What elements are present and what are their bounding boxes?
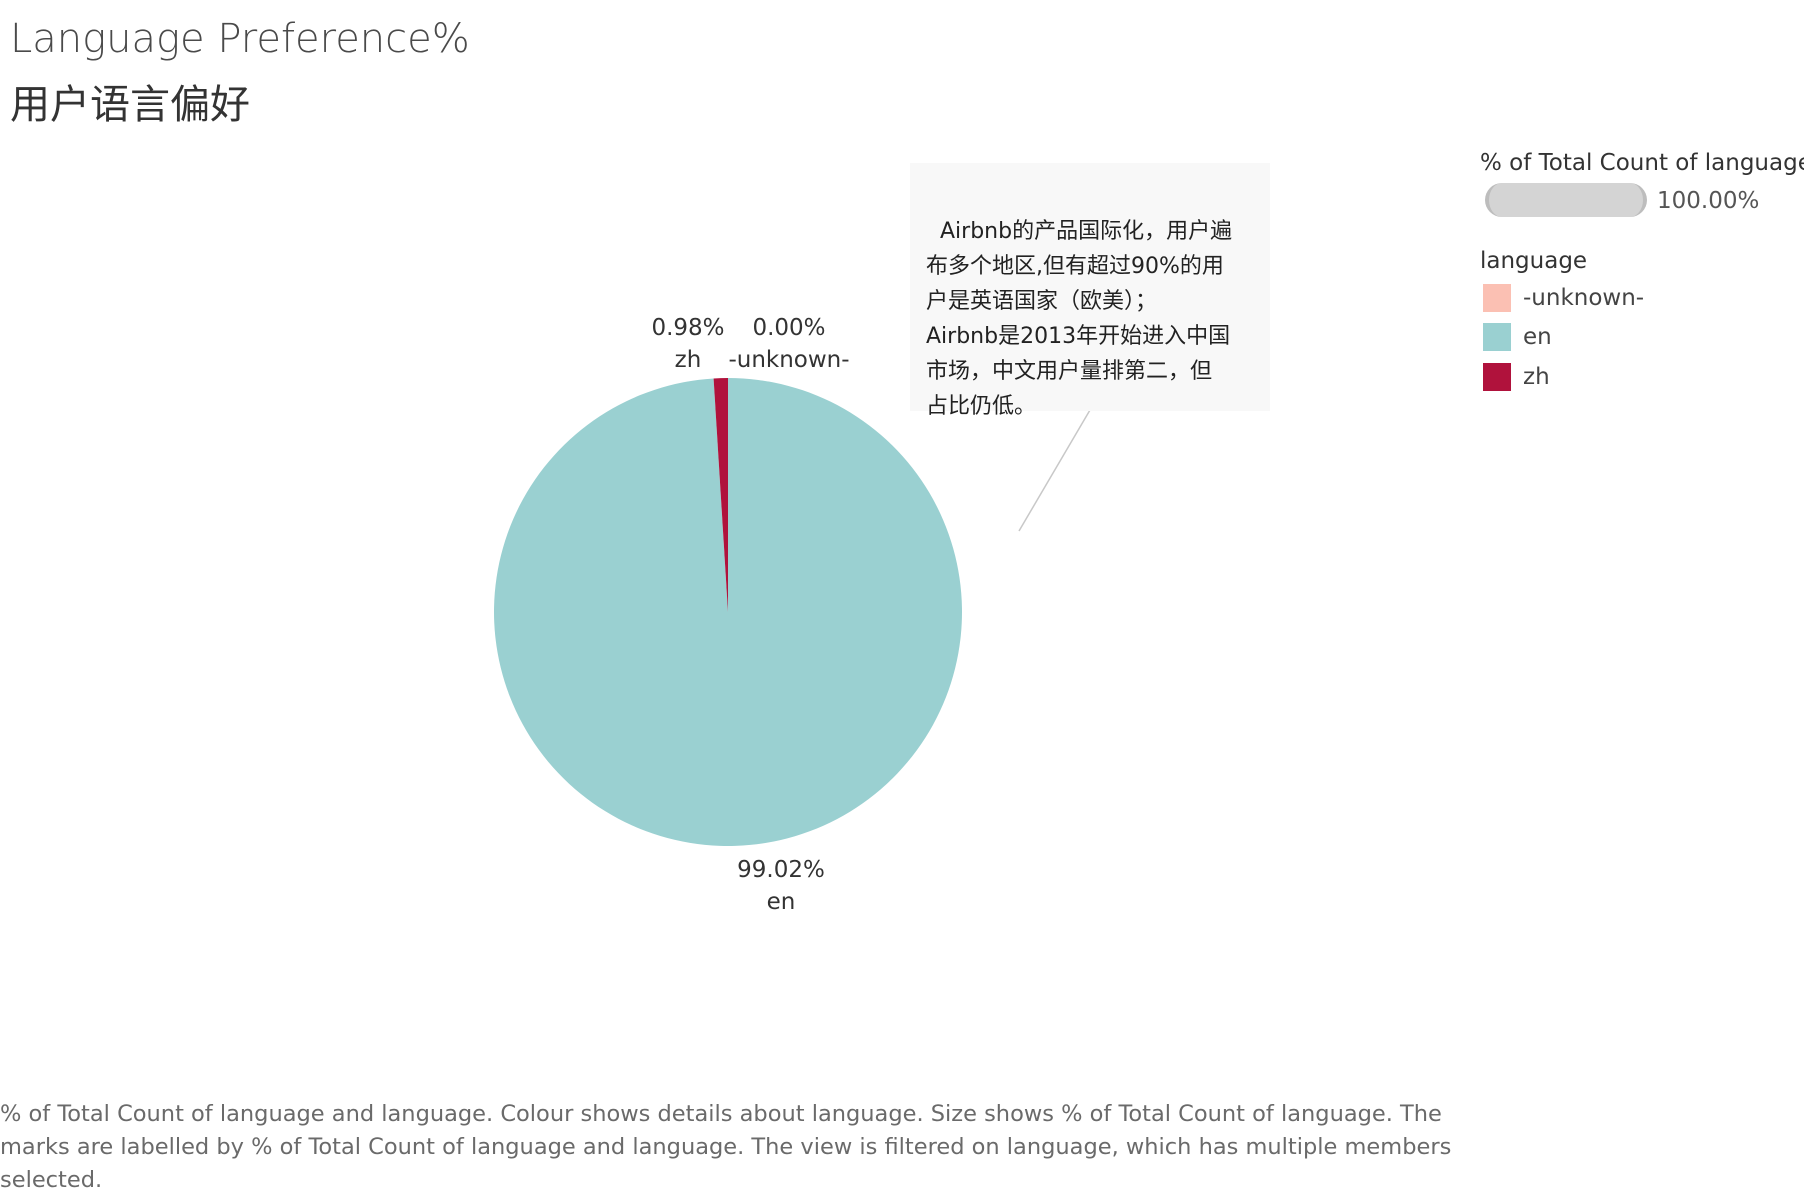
legend-label-en: en (1523, 324, 1552, 350)
pie-slice-zh[interactable] (713, 378, 728, 612)
pie-label-value-unknown: 0.00% (752, 315, 825, 341)
legend-item-unknown[interactable]: -unknown- (1483, 283, 1644, 313)
legend-label-zh: zh (1523, 364, 1550, 390)
size-legend-title: % of Total Count of language (1480, 150, 1804, 176)
chart-title: Language Preference% (10, 16, 470, 62)
legend-swatch-zh (1483, 363, 1511, 391)
legend-item-zh[interactable]: zh (1483, 362, 1550, 392)
legend-label-unknown: -unknown- (1523, 285, 1645, 311)
pie-label-value-en: 99.02% (737, 857, 825, 883)
pie-label-name-en: en (767, 889, 796, 915)
pie-slices (494, 378, 963, 846)
pie-label-name-unknown: -unknown- (728, 347, 849, 373)
pie-label-value-zh: 0.98% (651, 315, 724, 341)
size-legend-value: 100.00% (1657, 188, 1760, 214)
chart-subtitle: 用户语言偏好 (10, 82, 250, 128)
size-legend-swatch (1485, 183, 1647, 217)
annotation-box: Airbnb的产品国际化，用户遍 布多个地区,但有超过90%的用 户是英语国家（… (910, 163, 1270, 419)
pie-label-name-zh: zh (675, 347, 702, 373)
legend-swatch-unknown (1483, 284, 1511, 312)
chart-caption: % of Total Count of language and languag… (0, 1101, 1452, 1193)
annotation-connector (1018, 409, 1091, 532)
legend-swatch-en (1483, 323, 1511, 351)
annotation-text: Airbnb的产品国际化，用户遍 布多个地区,但有超过90%的用 户是英语国家（… (926, 219, 1233, 419)
color-legend-title: language (1480, 248, 1588, 274)
pie-labels: 0.00% -unknown- 99.02% en 0.98% zh (651, 315, 849, 915)
pie-slice-en[interactable] (494, 378, 963, 846)
legend-item-en[interactable]: en (1483, 322, 1552, 352)
